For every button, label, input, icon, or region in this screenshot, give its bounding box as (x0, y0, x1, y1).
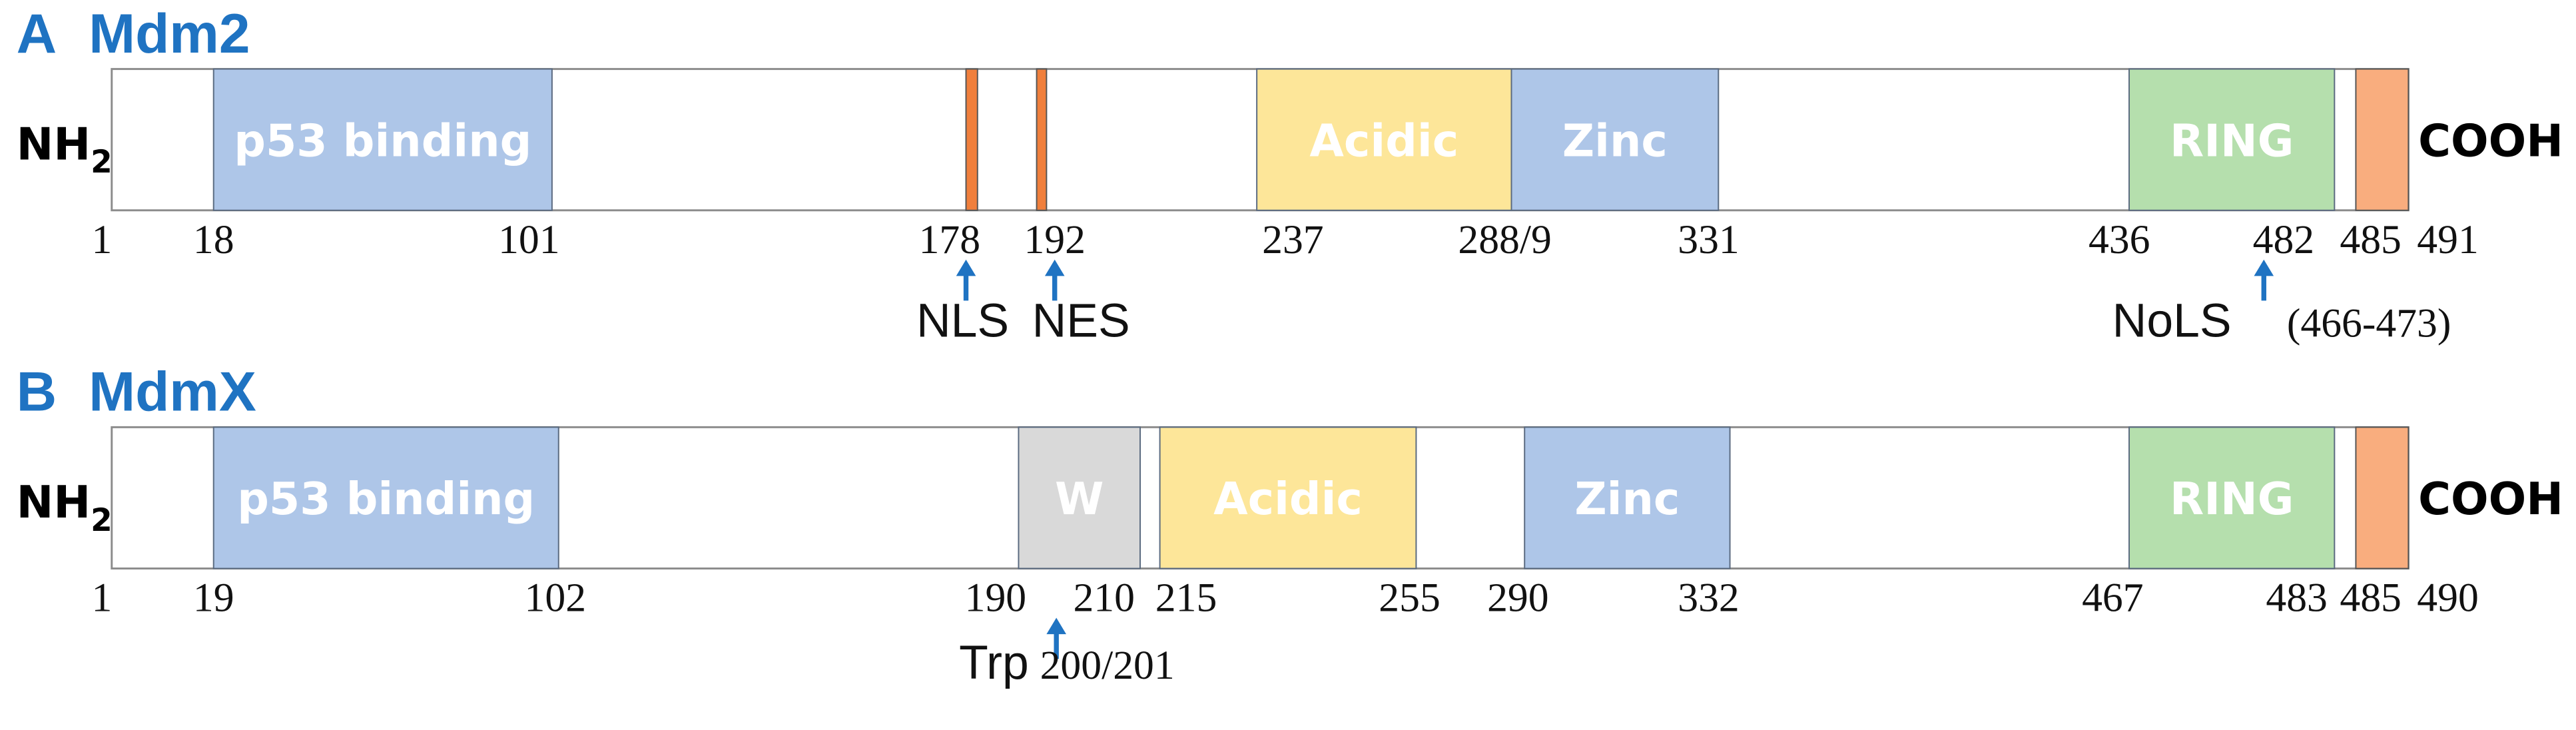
position-label: 467 (2082, 575, 2143, 621)
position-label: 190 (965, 575, 1026, 621)
n-terminus-subscript: 2 (91, 145, 113, 181)
annotation: (466-473) (2287, 301, 2451, 346)
position-label: 18 (193, 217, 234, 262)
n-terminus-text: NH (17, 118, 91, 170)
position-label: 482 (2253, 217, 2314, 262)
annotation: NLS (916, 294, 1009, 348)
domain-box (2128, 426, 2336, 569)
position-label: 290 (1487, 575, 1548, 621)
position-label: 215 (1155, 575, 1217, 621)
position-label: 19 (193, 575, 234, 621)
domain-box (212, 426, 559, 569)
arrow-head (1046, 617, 1066, 635)
annotation: Trp (959, 636, 1029, 689)
domain-box (1018, 426, 1141, 569)
n-terminus-subscript: 2 (91, 503, 113, 539)
domain-label: RING (2170, 115, 2294, 167)
position-label: 491 (2417, 217, 2478, 262)
position-label: 490 (2417, 575, 2478, 621)
domain-box (1524, 426, 1731, 569)
motif-block (1036, 68, 1048, 211)
position-label: 102 (525, 575, 586, 621)
position-label: 192 (1024, 217, 1085, 262)
position-label: 101 (498, 217, 559, 262)
domain-label: p53 binding (237, 473, 535, 525)
panel-letter: A (17, 2, 57, 65)
domain-label: Acidic (1213, 473, 1363, 525)
n-terminus: NH2 (17, 118, 113, 181)
domain-box (1159, 426, 1417, 569)
n-terminus: NH2 (17, 476, 113, 539)
panel-title: Mdm2 (89, 2, 250, 65)
annotation: NoLS (2112, 294, 2232, 348)
position-label: 485 (2340, 575, 2401, 621)
panel-letter: B (17, 360, 57, 423)
annotation: NES (1032, 294, 1130, 348)
arrow-head (1044, 259, 1065, 276)
position-label: 483 (2266, 575, 2327, 621)
motif-block (965, 68, 978, 211)
domain-box (1256, 68, 1512, 211)
panel-title: MdmX (89, 360, 256, 423)
position-label: 178 (919, 217, 980, 262)
domain-label: Acidic (1309, 115, 1458, 167)
position-label: 436 (2089, 217, 2150, 262)
motif-block (2355, 68, 2410, 211)
domain-box (212, 68, 553, 211)
domain-label: RING (2170, 473, 2294, 525)
position-label: 210 (1073, 575, 1134, 621)
position-label: 288/9 (1458, 217, 1551, 262)
domain-box (1510, 68, 1720, 211)
annotation: 200/201 (1040, 643, 1175, 688)
position-label: 331 (1678, 217, 1739, 262)
n-terminus-text: NH (17, 476, 91, 528)
position-label: 1 (92, 575, 113, 621)
position-label: 255 (1379, 575, 1440, 621)
domain-box (2128, 68, 2336, 211)
c-terminus: COOH (2418, 473, 2563, 525)
domain-label: W (1055, 473, 1104, 525)
position-label: 332 (1678, 575, 1739, 621)
c-terminus: COOH (2418, 115, 2563, 167)
position-label: 485 (2340, 217, 2401, 262)
position-label: 1 (92, 217, 113, 262)
domain-label: Zinc (1574, 473, 1680, 525)
arrow-head (956, 259, 976, 276)
position-label: 237 (1262, 217, 1323, 262)
motif-block (2355, 426, 2410, 569)
arrow-head (2254, 259, 2274, 276)
domain-label: Zinc (1562, 115, 1668, 167)
domain-label: p53 binding (234, 115, 531, 167)
